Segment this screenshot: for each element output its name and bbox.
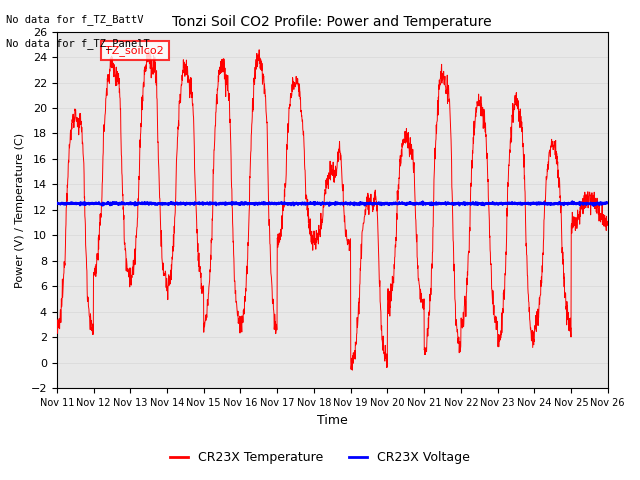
Text: No data for f_TZ_PanelT: No data for f_TZ_PanelT <box>6 38 150 49</box>
Legend: CR23X Temperature, CR23X Voltage: CR23X Temperature, CR23X Voltage <box>164 446 476 469</box>
Legend: TZ_soilco2: TZ_soilco2 <box>101 41 168 60</box>
Title: Tonzi Soil CO2 Profile: Power and Temperature: Tonzi Soil CO2 Profile: Power and Temper… <box>172 15 492 29</box>
Y-axis label: Power (V) / Temperature (C): Power (V) / Temperature (C) <box>15 132 25 288</box>
X-axis label: Time: Time <box>317 414 348 427</box>
Text: No data for f_TZ_BattV: No data for f_TZ_BattV <box>6 14 144 25</box>
